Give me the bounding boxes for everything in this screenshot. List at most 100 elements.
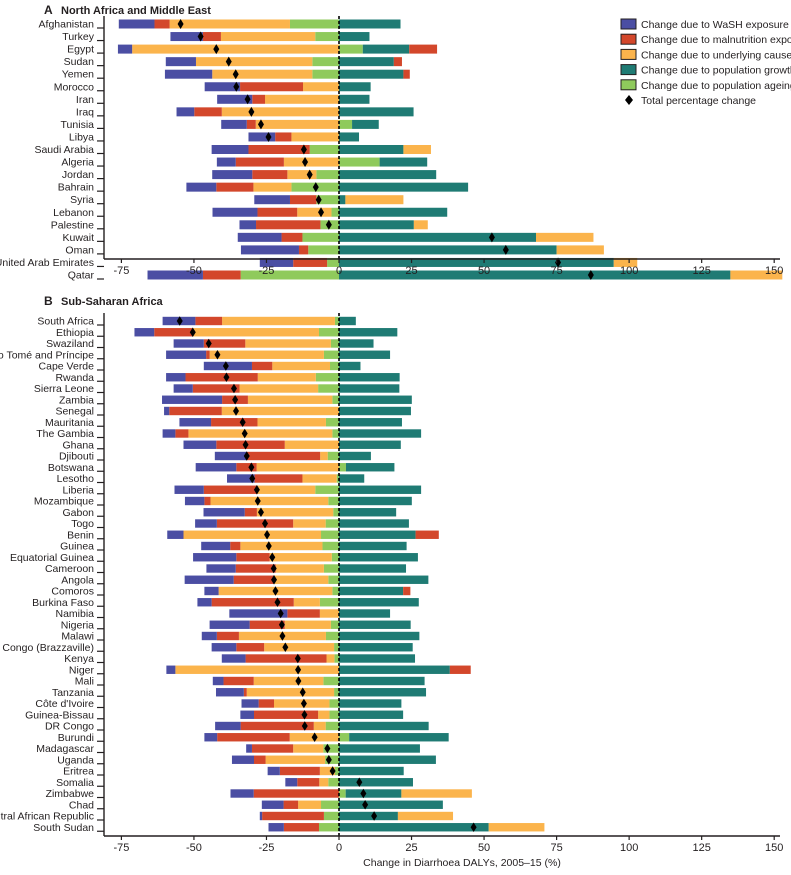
total-change-marker <box>278 620 285 630</box>
legend-label: Change due to population growth <box>641 65 791 77</box>
bar-segment-malnutrition <box>254 474 303 483</box>
bar-segment-wash <box>195 519 217 528</box>
bar-segment-cause <box>291 132 340 142</box>
bar-segment-ageing <box>325 418 340 427</box>
bar-segment-malnutrition <box>248 145 310 154</box>
bar-row: South Africa <box>37 316 356 328</box>
bar-segment-growth <box>339 744 420 753</box>
x-tick-label: -75 <box>113 842 129 854</box>
bar-segment-ageing <box>332 395 340 404</box>
bar-row: São Tomé and Príncipe <box>0 349 391 361</box>
bar-segment-cause <box>319 766 335 776</box>
total-change-marker <box>244 94 251 105</box>
x-tick-label: 100 <box>620 265 638 277</box>
total-change-marker <box>242 440 249 450</box>
bar-segment-ageing <box>323 744 340 753</box>
bar-segment-ageing <box>330 620 340 629</box>
legend-item-wash: Change due to WaSH exposure <box>620 18 789 31</box>
bar-segment-malnutrition <box>249 620 285 629</box>
bar-row: Guinea <box>60 541 407 553</box>
bar-segment-malnutrition <box>393 57 402 67</box>
bar-segment-ageing <box>332 586 340 596</box>
bar-segment-growth <box>339 373 400 382</box>
bar-segment-wash <box>267 766 280 776</box>
bar-segment-malnutrition <box>281 232 303 242</box>
bar-segment-growth <box>339 654 416 663</box>
bar-row: Togo <box>71 518 409 530</box>
total-change-marker <box>302 157 309 168</box>
country-label: The Gambia <box>36 428 94 440</box>
bar-row: The Gambia <box>36 428 422 440</box>
bar-segment-cause <box>257 418 326 427</box>
bar-segment-ageing <box>315 373 340 382</box>
bar-segment-ageing <box>339 463 346 472</box>
bar-segment-wash <box>216 157 236 167</box>
total-change-marker <box>232 395 239 405</box>
bar-segment-cause <box>556 245 604 255</box>
country-label: Mauritania <box>45 417 94 429</box>
bar-segment-malnutrition <box>216 631 239 641</box>
bar-segment-ageing <box>328 496 340 506</box>
bar-segment-ageing <box>333 508 340 517</box>
bar-segment-malnutrition <box>154 19 170 29</box>
bar-segment-cause <box>275 564 324 573</box>
country-label: Sierra Leone <box>34 383 94 395</box>
total-change-marker <box>299 687 306 697</box>
total-change-marker <box>502 244 509 255</box>
country-label: Cape Verde <box>39 361 95 373</box>
bar-row: Sierra Leone <box>34 383 400 395</box>
bar-segment-growth <box>339 316 356 326</box>
total-change-marker <box>257 119 264 130</box>
bar-segment-cause <box>192 328 319 337</box>
bar-segment-cause <box>210 496 329 506</box>
bar-segment-malnutrition <box>257 207 298 217</box>
total-change-marker <box>300 698 307 709</box>
bar-row: Mauritania <box>45 417 402 429</box>
bar-segment-ageing <box>318 328 340 337</box>
bar-segment-growth <box>339 384 400 393</box>
bar-segment-wash <box>229 609 288 618</box>
bar-row: Somalia <box>56 777 413 789</box>
bar-segment-wash <box>209 620 250 629</box>
bar-segment-malnutrition <box>298 245 309 255</box>
bar-segment-wash <box>173 384 193 393</box>
bar-segment-malnutrition <box>262 811 324 821</box>
total-change-marker <box>311 732 318 742</box>
bar-segment-cause <box>256 508 334 517</box>
country-label: Mozambique <box>34 496 94 508</box>
bar-row: Bahrain <box>58 182 469 194</box>
bar-segment-ageing <box>312 57 340 67</box>
bar-segment-growth <box>339 485 422 494</box>
bar-segment-ageing <box>323 811 340 821</box>
bar-segment-wash <box>162 429 176 438</box>
bar-segment-ageing <box>308 245 340 255</box>
bar-segment-wash <box>164 69 213 79</box>
country-label: Namibia <box>55 608 94 620</box>
legend-diamond-icon <box>625 95 633 105</box>
x-tick-label: 50 <box>478 265 490 277</box>
bar-segment-growth <box>339 564 407 573</box>
bar-segment-cause <box>253 182 292 192</box>
bar-segment-malnutrition <box>245 654 327 663</box>
bar-segment-growth <box>339 620 411 629</box>
bar-segment-wash <box>230 789 254 798</box>
bar-segment-wash <box>195 463 237 472</box>
bar-row: Angola <box>61 574 429 586</box>
bar-row: Morocco <box>54 81 371 93</box>
bar-segment-wash <box>117 44 133 54</box>
bar-segment-malnutrition <box>251 361 273 371</box>
bar-segment-ageing <box>330 361 340 371</box>
bar-segment-malnutrition <box>289 195 317 205</box>
bar-segment-malnutrition <box>240 721 314 731</box>
bar-segment-cause <box>195 57 313 67</box>
bar-segment-ageing <box>328 778 340 787</box>
x-tick-label: 25 <box>405 265 417 277</box>
total-change-marker <box>264 530 271 540</box>
country-label: Uganda <box>57 754 94 766</box>
bar-segment-cause <box>175 665 340 674</box>
total-change-marker <box>265 541 272 551</box>
bar-row: Ethiopia <box>56 327 398 339</box>
bar-row: Burkina Faso <box>32 597 419 609</box>
bar-segment-growth <box>339 270 731 280</box>
bar-segment-malnutrition <box>195 316 223 326</box>
